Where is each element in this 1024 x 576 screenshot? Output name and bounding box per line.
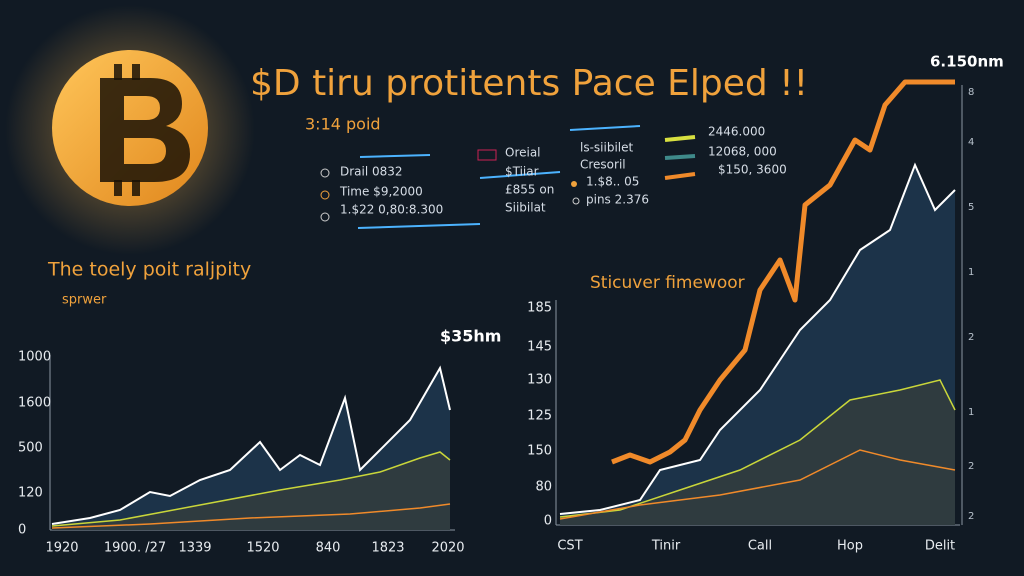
legend-item: Drail 0832 [340,165,403,179]
title: $D tiru protitents Pace Elped !! [250,63,808,104]
subtitle: 3:14 poid [305,115,381,134]
chart-title: Sticuver fimewoor [590,273,745,293]
right-chart: Sticuver fimewoor 6.150nm [555,53,1004,526]
y2-tick-label: 2 [968,332,974,343]
x-tick-label: 1339 [178,541,211,556]
y-tick-label: 0 [544,514,552,529]
x-tick-label: 2020 [431,541,464,556]
y-tick-label: 1600 [18,396,51,411]
legend-item: ls-siibilet [580,141,634,155]
y2-tick-label: 2 [968,461,974,472]
x-tick-label: Tinir [651,539,681,554]
legend-item: $150, 3600 [718,163,787,177]
y-tick-label: 145 [527,340,552,355]
legend-item: $Tiiar [505,165,539,179]
bitcoin-logo [5,5,255,255]
y-tick-label: 80 [535,480,552,495]
y2-tick-label: 4 [968,137,974,148]
y-tick-label: 0 [18,523,26,538]
legend: Drail 0832 Time $9,2000 1.$22 0,80:8.300… [320,125,787,229]
legend-item: pins 2.376 [586,193,649,207]
legend-item: 1.$8.. 05 [586,175,639,189]
y-tick-label: 185 [527,301,552,316]
x-tick-label: CST [557,539,582,554]
chart-label: $35hm [440,327,501,346]
legend-item: 12068, 000 [708,145,777,159]
y-tick-label: 120 [18,486,43,501]
legend-item: 2446.000 [708,125,765,139]
y2-tick-label: 5 [968,202,974,213]
legend-item: Siibilat [505,201,546,215]
chart-label: 6.150nm [930,53,1004,71]
x-tick-label: 1920 [45,541,78,556]
x-tick-label: 840 [316,541,341,556]
x-tick-label: 1823 [371,541,404,556]
legend-item: £855 on [505,183,554,197]
side-text: sprwer [62,293,107,308]
left-chart: $35hm [49,327,501,531]
y2-tick-label: 1 [968,407,974,418]
x-tick-label: Delit [925,539,955,554]
y-tick-label: 130 [527,373,552,388]
side-text: The toely poit raljpity [47,259,251,281]
x-tick-label: Hop [837,539,863,554]
y-tick-label: 500 [18,441,43,456]
x-tick-label: 1520 [246,541,279,556]
x-tick-label: 1900. /27 [104,541,166,556]
legend-item: Cresoril [580,158,626,172]
y2-tick-label: 8 [968,87,974,98]
y-tick-label: 150 [527,444,552,459]
legend-item: Time $9,2000 [339,185,423,199]
y-tick-label: 1000 [18,350,51,365]
y2-tick-label: 1 [968,267,974,278]
y-tick-label: 125 [527,409,552,424]
x-tick-label: Call [748,539,772,554]
legend-item: 1.$22 0,80:8.300 [340,203,443,217]
legend-item: Oreial [505,146,541,160]
y2-tick-label: 2 [968,511,974,522]
